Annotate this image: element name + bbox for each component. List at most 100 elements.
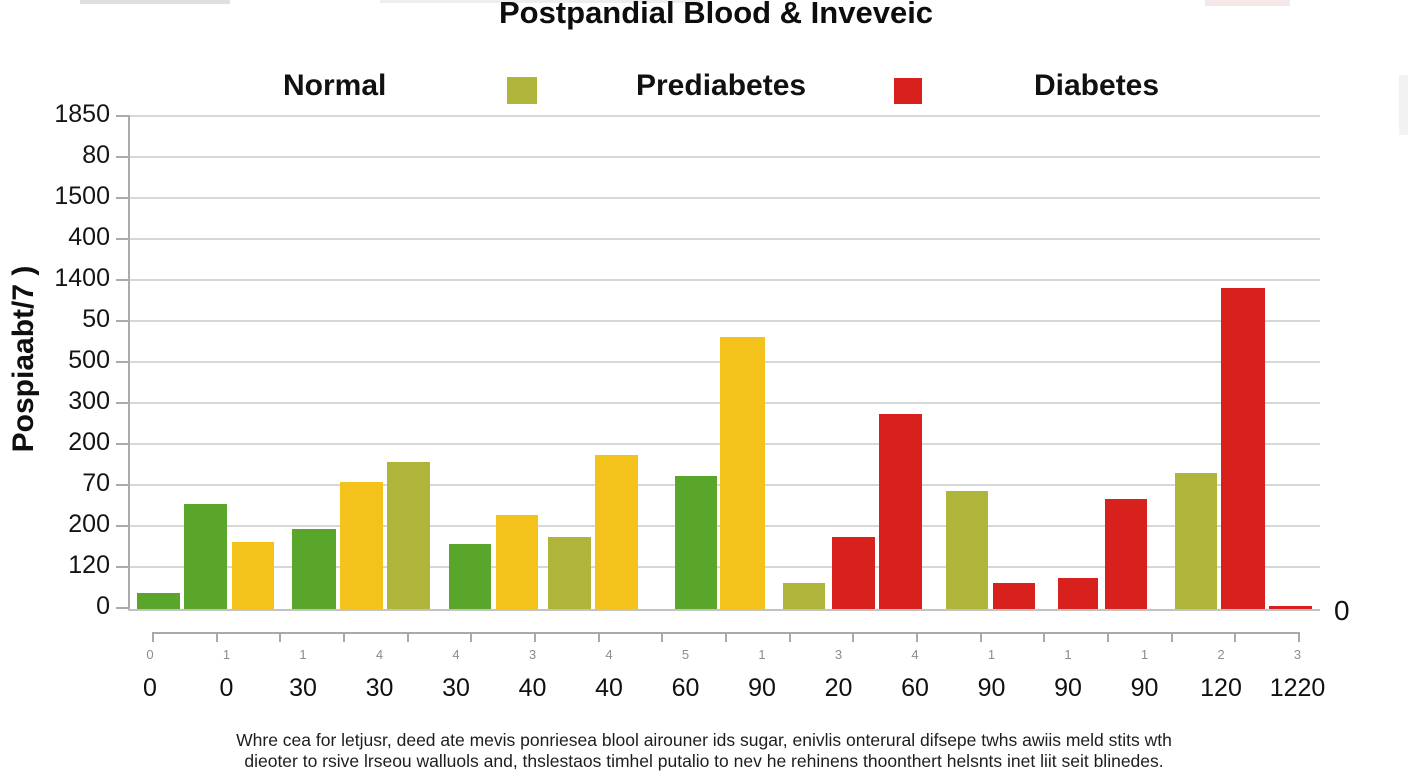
right-zero-label: 0: [1334, 595, 1350, 626]
y-axis-tick: [116, 279, 129, 281]
gridline: [129, 115, 1320, 117]
y-axis-tick: [116, 197, 129, 199]
gridline: [129, 156, 1320, 158]
y-axis-label: 300: [68, 387, 110, 415]
y-axis-label: 1500: [54, 182, 110, 210]
x-big-label: 90: [748, 674, 776, 702]
bar-yellow: [595, 455, 638, 610]
legend-label-diabetes: Diabetes: [1034, 69, 1160, 102]
x-small-label: 0: [146, 647, 154, 662]
y-axis-label: 80: [82, 141, 110, 169]
y-axis-label: 1400: [54, 264, 110, 292]
x-axis-band: [152, 632, 1300, 634]
x-axis-tick: [1298, 632, 1300, 642]
x-big-label: 60: [671, 674, 700, 702]
x-axis-tick: [661, 632, 664, 642]
x-small-label: 4: [375, 647, 384, 662]
bar-green: [137, 593, 180, 610]
caption-line-1: Whre cea for letjusr, deed ate mevis pon…: [236, 730, 1172, 750]
x-big-label: 60: [901, 674, 929, 702]
x-small-label: 3: [1293, 647, 1302, 662]
bar-olive: [783, 583, 825, 610]
x-axis-tick: [1043, 632, 1046, 642]
y-axis-line: [128, 115, 130, 611]
bar-olive: [1175, 473, 1217, 610]
x-small-label: 3: [528, 647, 537, 662]
x-small-label: 3: [834, 647, 843, 662]
x-big-label: 90: [977, 674, 1006, 702]
x-axis-tick: [788, 632, 791, 642]
y-axis-label: 400: [68, 223, 110, 251]
y-axis-label: 50: [82, 305, 110, 333]
x-axis-baseline: [128, 609, 1320, 611]
y-axis-tick: [116, 320, 129, 322]
bar-olive: [548, 537, 591, 610]
x-axis-tick: [343, 632, 345, 642]
bar-red: [879, 414, 922, 610]
x-big-label: 20: [824, 674, 853, 702]
bar-green: [449, 544, 491, 610]
x-small-label: 4: [452, 647, 460, 662]
x-axis-tick: [979, 632, 982, 642]
x-axis-tick: [1107, 632, 1109, 642]
x-small-label: 1: [222, 647, 231, 662]
caption-line-2: dieoter to rsive lrseou walluols and, th…: [244, 751, 1164, 771]
x-big-label: 1220: [1269, 674, 1326, 702]
x-big-label: 30: [289, 674, 317, 702]
y-axis-label: 70: [82, 469, 110, 497]
y-axis-tick: [116, 156, 129, 158]
legend-label-normal: Normal: [283, 69, 387, 102]
y-axis-tick: [116, 115, 129, 117]
bar-olive: [387, 462, 430, 610]
x-axis-tick: [406, 632, 409, 642]
x-axis-tick: [1234, 632, 1237, 642]
x-small-label: 1: [299, 647, 307, 662]
x-small-label: 1: [758, 647, 766, 662]
x-big-label: 0: [143, 674, 157, 702]
bar-yellow: [720, 337, 765, 610]
x-axis-tick: [215, 632, 218, 642]
bar-yellow: [496, 515, 538, 610]
bar-green: [675, 476, 717, 610]
y-axis-label: 0: [96, 592, 110, 620]
x-small-label: 1: [1140, 647, 1149, 662]
x-axis-tick: [279, 632, 282, 642]
x-axis-tick: [916, 632, 918, 642]
x-small-label: 4: [911, 647, 919, 662]
y-axis-tick: [116, 238, 129, 240]
y-axis-tick: [116, 484, 129, 486]
bar-yellow: [340, 482, 383, 610]
legend-swatch-olive: [507, 77, 537, 104]
y-axis-label: 200: [68, 510, 110, 538]
gridline: [129, 238, 1320, 240]
x-big-label: 30: [365, 674, 394, 702]
bar-red: [1105, 499, 1147, 610]
y-axis-tick: [116, 402, 129, 404]
legend-label-prediabetes: Prediabetes: [636, 69, 807, 102]
x-small-label: 2: [1217, 647, 1225, 662]
x-big-label: 40: [518, 674, 547, 702]
x-small-label: 4: [605, 647, 613, 662]
x-big-label: 90: [1130, 674, 1159, 702]
bar-red: [1221, 288, 1265, 610]
y-axis-tick: [116, 566, 129, 568]
y-axis-tick: [116, 525, 129, 527]
x-big-label: 40: [595, 674, 623, 702]
x-axis-tick: [852, 632, 855, 642]
x-small-label: 1: [1064, 647, 1072, 662]
bar-red: [832, 537, 875, 610]
x-big-label: 30: [442, 674, 470, 702]
bar-green: [292, 529, 336, 610]
x-axis-tick: [1170, 632, 1173, 642]
x-axis-tick: [597, 632, 600, 642]
gridline: [129, 320, 1320, 322]
x-axis-tick: [534, 632, 536, 642]
y-axis-label: 500: [68, 346, 110, 374]
gridline: [129, 279, 1320, 281]
bar-yellow: [232, 542, 274, 610]
x-big-label: 120: [1200, 674, 1242, 702]
bar-green: [184, 504, 227, 610]
y-axis-tick: [116, 443, 129, 445]
y-axis-tick: [116, 607, 129, 609]
y-axis-label: 1850: [54, 100, 110, 128]
